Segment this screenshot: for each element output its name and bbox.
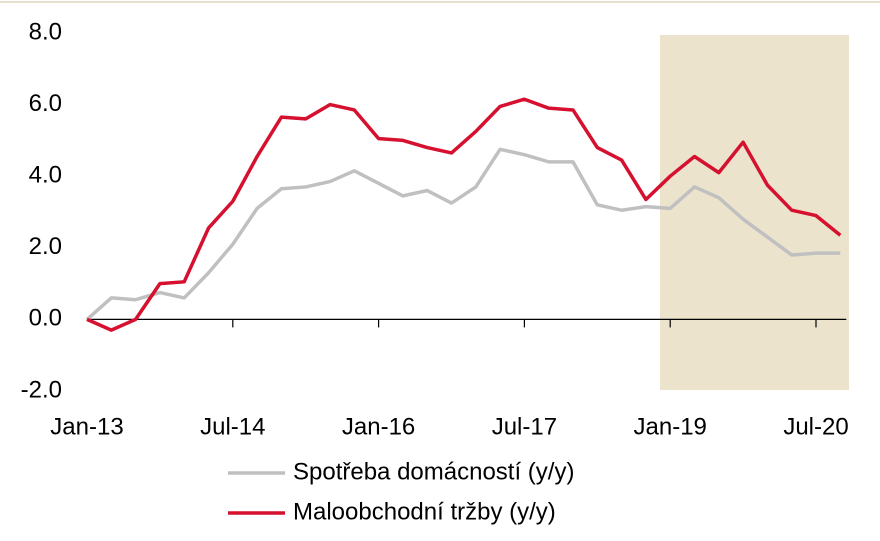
legend-label: Spotřeba domácností (y/y): [293, 458, 574, 485]
legend-label: Maloobchodní tržby (y/y): [293, 498, 556, 525]
x-tick-label: Jul-14: [200, 413, 265, 440]
x-tick-label: Jan-19: [634, 413, 707, 440]
x-tick-label: Jan-16: [342, 413, 415, 440]
y-tick-label: -2.0: [21, 376, 62, 403]
y-tick-label: 2.0: [29, 233, 62, 260]
x-tick-label: Jan-13: [50, 413, 123, 440]
y-tick-label: 0.0: [29, 305, 62, 332]
forecast-shade: [660, 35, 849, 390]
y-tick-label: 6.0: [29, 90, 62, 117]
y-tick-label: 8.0: [29, 18, 62, 45]
series-line: [85, 147, 841, 321]
x-tick-label: Jul-17: [492, 413, 557, 440]
series-line: [86, 97, 842, 332]
y-tick-label: 4.0: [29, 162, 62, 189]
x-tick-label: Jul-20: [783, 413, 848, 440]
